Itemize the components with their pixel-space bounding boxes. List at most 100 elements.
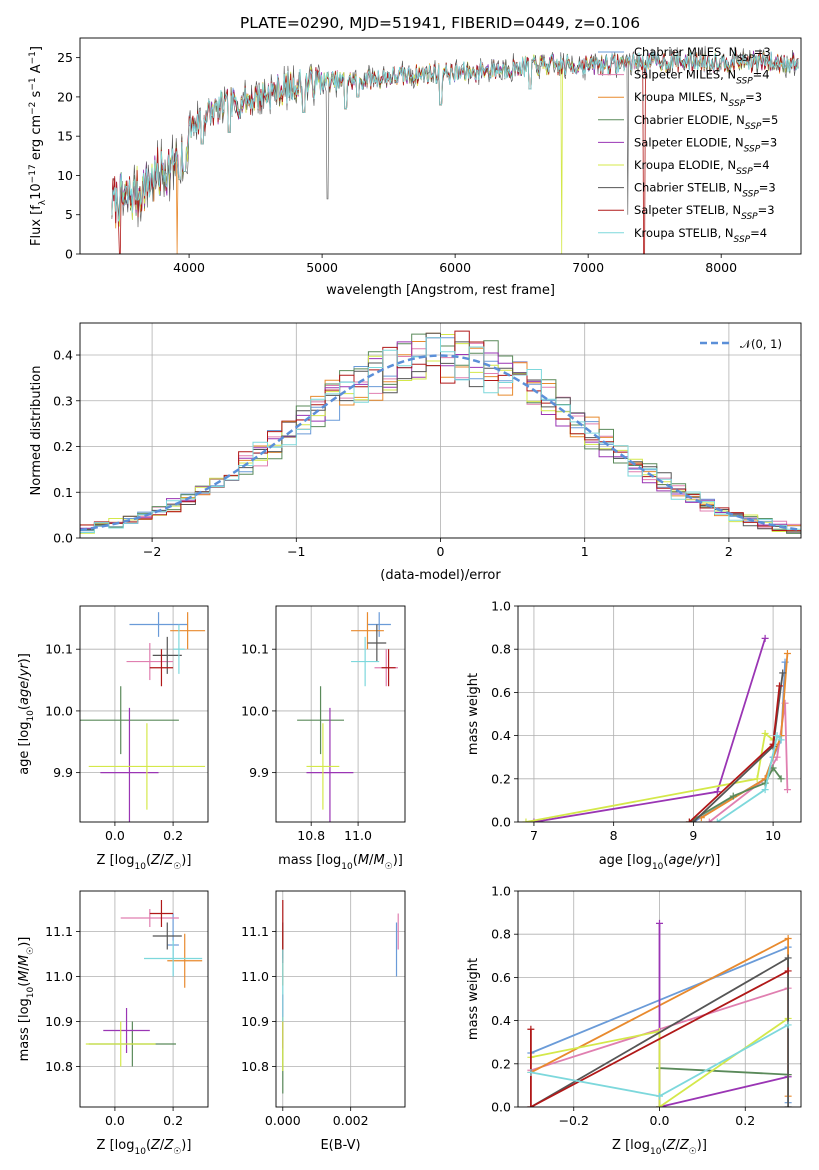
age-vs-metallicity-panel-plot (80, 606, 208, 822)
y-tick-label: 11.0 (241, 969, 269, 984)
age-vs-mass-panel-plot (276, 606, 405, 822)
label-part: / (369, 853, 374, 868)
y-axis-label: mass [log10(M/M☉)] (17, 937, 36, 1062)
y-tick-label: 0.4 (491, 728, 511, 743)
data-marker (761, 634, 769, 642)
label-part: Z (163, 1138, 174, 1153)
data-marker (656, 919, 663, 927)
axes-frame (79, 37, 802, 255)
label-part: =4 (753, 68, 770, 82)
label-part: M (17, 970, 32, 981)
label-part: age (17, 681, 32, 705)
y-tick-label: 10.9 (241, 1014, 269, 1029)
label-part: Chabrier MILES, N (634, 45, 737, 59)
data-marker (685, 818, 693, 822)
x-axis-label: E(B-V) (320, 1138, 360, 1153)
x-tick-label: −0.2 (559, 1113, 589, 1128)
label-part: ☉ (689, 1147, 697, 1157)
y-tick-label: 0.6 (491, 685, 511, 700)
label-part: A (29, 64, 44, 77)
x-axis-label: wavelength [Angstrom, rest frame] (326, 283, 555, 298)
label-part: Z (150, 1138, 161, 1153)
data-marker (784, 1021, 792, 1029)
x-axis-label: Z [log10(Z/Z☉)] (612, 1138, 707, 1157)
label-part: =3 (759, 181, 776, 195)
label-part: SSP (744, 144, 761, 154)
x-tick-label: 1 (581, 544, 589, 559)
label-part: M (373, 853, 384, 868)
x-tick-label: 8000 (705, 260, 737, 275)
y-tick-label: 1.0 (491, 599, 511, 614)
legend-entry: Salpeter ELODIE, NSSP=3 (634, 135, 777, 154)
data-marker (527, 1025, 535, 1033)
label-part: 10 (29, 183, 44, 200)
spectrum-panel: 4000 5000 6000 7000 8000 0 5 10 15 20 25 wavelength… (28, 37, 802, 298)
spectrum-line (111, 51, 799, 254)
label-part: ( (661, 1138, 666, 1153)
x-tick-label: 10.8 (297, 828, 325, 843)
axes-frame (79, 605, 209, 823)
mass-weight-vs-age-panel-plot (518, 606, 801, 822)
label-part: / (17, 676, 32, 681)
label-part: ( (17, 982, 32, 987)
mass-weight-line (530, 970, 789, 1107)
label-part: =4 (753, 158, 770, 172)
label-part: 10 (26, 710, 36, 722)
axes-frame (275, 605, 406, 823)
label-part: Salpeter STELIB, N (634, 203, 741, 217)
label-part: M (17, 955, 32, 966)
x-tick-label: 0 (437, 544, 445, 559)
legend-entry: Kroupa MILES, NSSP=3 (634, 90, 762, 109)
label-part: Chabrier STELIB, N (634, 181, 742, 195)
y-tick-label: 0.4 (491, 1013, 511, 1028)
label-part: 10 (26, 986, 36, 998)
x-tick-label: 4000 (173, 260, 205, 275)
y-tick-label: 10 (57, 168, 73, 183)
label-part: ☉ (173, 1147, 181, 1157)
legend-entry: Chabrier ELODIE, NSSP=5 (634, 113, 778, 132)
label-part: Kroupa MILES, N (634, 90, 729, 104)
y-tick-label: 0.8 (491, 642, 511, 657)
label-part: SSP (729, 99, 746, 109)
spectrum-line (111, 50, 799, 222)
data-marker (527, 1068, 535, 1076)
label-part: age (668, 853, 692, 868)
label-part: Salpeter MILES, N (634, 68, 736, 82)
label-part: 10 (652, 862, 664, 872)
data-marker (773, 732, 781, 740)
axes-frame (275, 890, 406, 1108)
legend-entry: Chabrier MILES, NSSP=3 (634, 45, 771, 64)
axes-frame (517, 890, 802, 1108)
label-part: ( (146, 853, 151, 868)
x-tick-label: 6000 (439, 260, 471, 275)
x-tick-label: 0.0 (105, 1113, 125, 1128)
label-part: Z [log (97, 1138, 135, 1153)
y-tick-label: 9.9 (249, 765, 269, 780)
data-marker (656, 1103, 663, 1107)
legend-entry: Salpeter MILES, NSSP=4 (634, 68, 770, 87)
data-marker (689, 818, 697, 822)
mass-vs-metallicity-panel-plot (80, 891, 208, 1107)
data-marker (713, 818, 721, 822)
spectrum-panel-plot (111, 45, 799, 254)
legend-entry: 𝒩(0, 1) (740, 337, 782, 351)
data-marker (761, 786, 769, 794)
gaussian-curve (80, 354, 801, 532)
x-tick-label: 0.0 (650, 1113, 670, 1128)
data-marker (729, 792, 737, 800)
x-tick-label: −1 (287, 544, 305, 559)
label-part: SSP (737, 54, 754, 64)
label-part: Kroupa STELIB, N (634, 226, 734, 240)
label-part: −1 (28, 51, 38, 64)
y-tick-label: 10.0 (45, 703, 73, 718)
axes-frame (79, 890, 209, 1108)
label-part: ( (146, 1138, 151, 1153)
x-tick-label: 0.0 (105, 828, 125, 843)
data-marker (784, 935, 792, 943)
label-part: yr (17, 662, 32, 678)
label-part: ( (17, 705, 32, 710)
legend-entry: Chabrier STELIB, NSSP=3 (634, 181, 776, 200)
mass-vs-extinction-panel-plot (276, 891, 405, 1107)
y-tick-label: 10.9 (45, 1014, 73, 1029)
